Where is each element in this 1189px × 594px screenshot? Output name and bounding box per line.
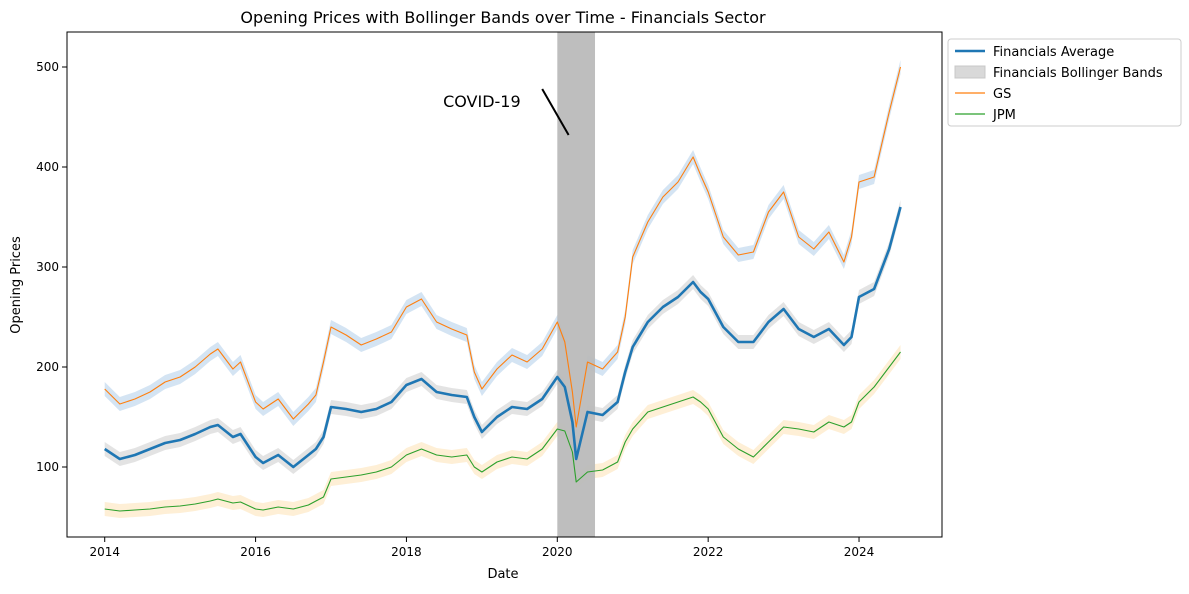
legend-label: GS <box>993 87 1011 102</box>
y-tick-label: 200 <box>36 360 59 374</box>
x-tick-label: 2020 <box>542 545 573 559</box>
y-tick-label: 500 <box>36 60 59 74</box>
series-line-financials-average <box>103 206 902 469</box>
legend-label: JPM <box>992 108 1016 123</box>
legend-swatch-band <box>954 65 986 79</box>
series-line-jpm <box>104 351 901 512</box>
y-axis-label: Opening Prices <box>9 236 24 334</box>
covid-shaded-region <box>557 32 596 537</box>
y-axis: 100 200 300 400 500 <box>36 60 67 474</box>
covid-annotation-label: COVID-19 <box>443 92 521 111</box>
bollinger-band-financials-average <box>104 200 901 474</box>
covid-annotation-arrow <box>541 88 570 136</box>
x-axis-label: Date <box>487 567 518 582</box>
plot-frame <box>66 31 943 538</box>
chart-title: Opening Prices with Bollinger Bands over… <box>240 8 766 27</box>
y-tick-label: 400 <box>36 160 59 174</box>
legend-label: Financials Average <box>993 45 1114 60</box>
series-line-gs <box>104 66 902 428</box>
legend-box <box>947 38 1182 127</box>
bollinger-band-gs <box>104 60 901 434</box>
x-tick-label: 2016 <box>240 545 271 559</box>
x-tick-label: 2024 <box>844 545 875 559</box>
y-tick-label: 300 <box>36 260 59 274</box>
bollinger-band-jpm <box>104 345 901 518</box>
x-tick-label: 2022 <box>693 545 724 559</box>
x-axis: 2014 2016 2018 2020 2022 2024 <box>89 537 874 559</box>
y-tick-label: 100 <box>36 460 59 474</box>
legend-label: Financials Bollinger Bands <box>993 66 1163 81</box>
plot-area: COVID-19 <box>103 32 902 537</box>
legend: Financials Average Financials Bollinger B… <box>947 38 1182 127</box>
x-tick-label: 2014 <box>89 545 120 559</box>
x-tick-label: 2018 <box>391 545 422 559</box>
